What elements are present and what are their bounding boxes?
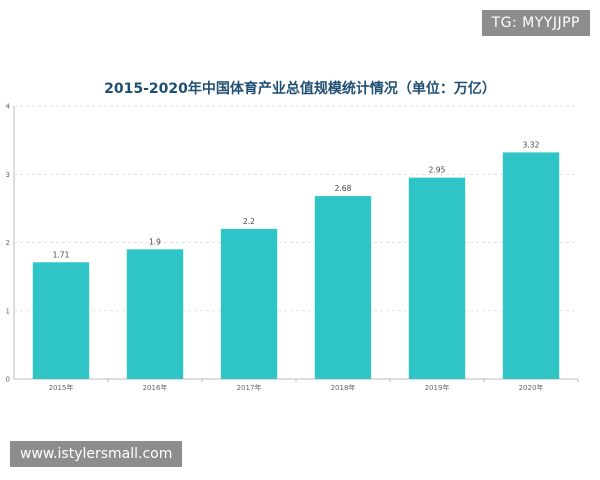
bar — [408, 177, 466, 379]
data-label: 2.95 — [429, 166, 446, 175]
data-label: 2.68 — [335, 184, 352, 193]
bars — [32, 152, 560, 379]
grid-lines — [14, 105, 578, 312]
bar — [502, 152, 560, 379]
y-tick-label: 0 — [6, 376, 10, 384]
data-labels: 1.71 1.9 2.2 2.68 2.95 3.32 — [53, 140, 540, 259]
y-tick-label: 4 — [6, 103, 11, 111]
x-tick-label: 2017年 — [237, 383, 262, 392]
data-label: 3.32 — [523, 140, 540, 149]
bar — [220, 228, 278, 379]
tick-labels: 0 1 2 3 4 2015年 2016年 2017年 2018年 2019年 2020年 — [6, 103, 544, 393]
y-tick-label: 2 — [6, 239, 10, 247]
x-tick-label: 2015年 — [49, 383, 74, 392]
x-tick-label: 2019年 — [425, 383, 450, 392]
data-label: 2.2 — [243, 217, 255, 226]
bar — [314, 196, 372, 379]
tg-watermark-badge: TG: MYYJJPP — [481, 10, 590, 36]
x-tick-label: 2018年 — [331, 383, 356, 392]
data-label: 1.71 — [53, 250, 70, 259]
y-tick-label: 3 — [6, 171, 10, 179]
y-tick-label: 1 — [6, 307, 10, 315]
data-label: 1.9 — [149, 237, 161, 246]
chart-title: 2015-2020年中国体育产业总值规模统计情况（单位：万亿） — [104, 80, 496, 97]
site-watermark-badge: www.istylersmall.com — [10, 441, 183, 467]
axes — [13, 106, 579, 382]
x-tick-label: 2016年 — [143, 383, 168, 392]
x-tick-label: 2020年 — [519, 383, 544, 392]
bar — [32, 262, 90, 379]
bar — [126, 249, 184, 379]
